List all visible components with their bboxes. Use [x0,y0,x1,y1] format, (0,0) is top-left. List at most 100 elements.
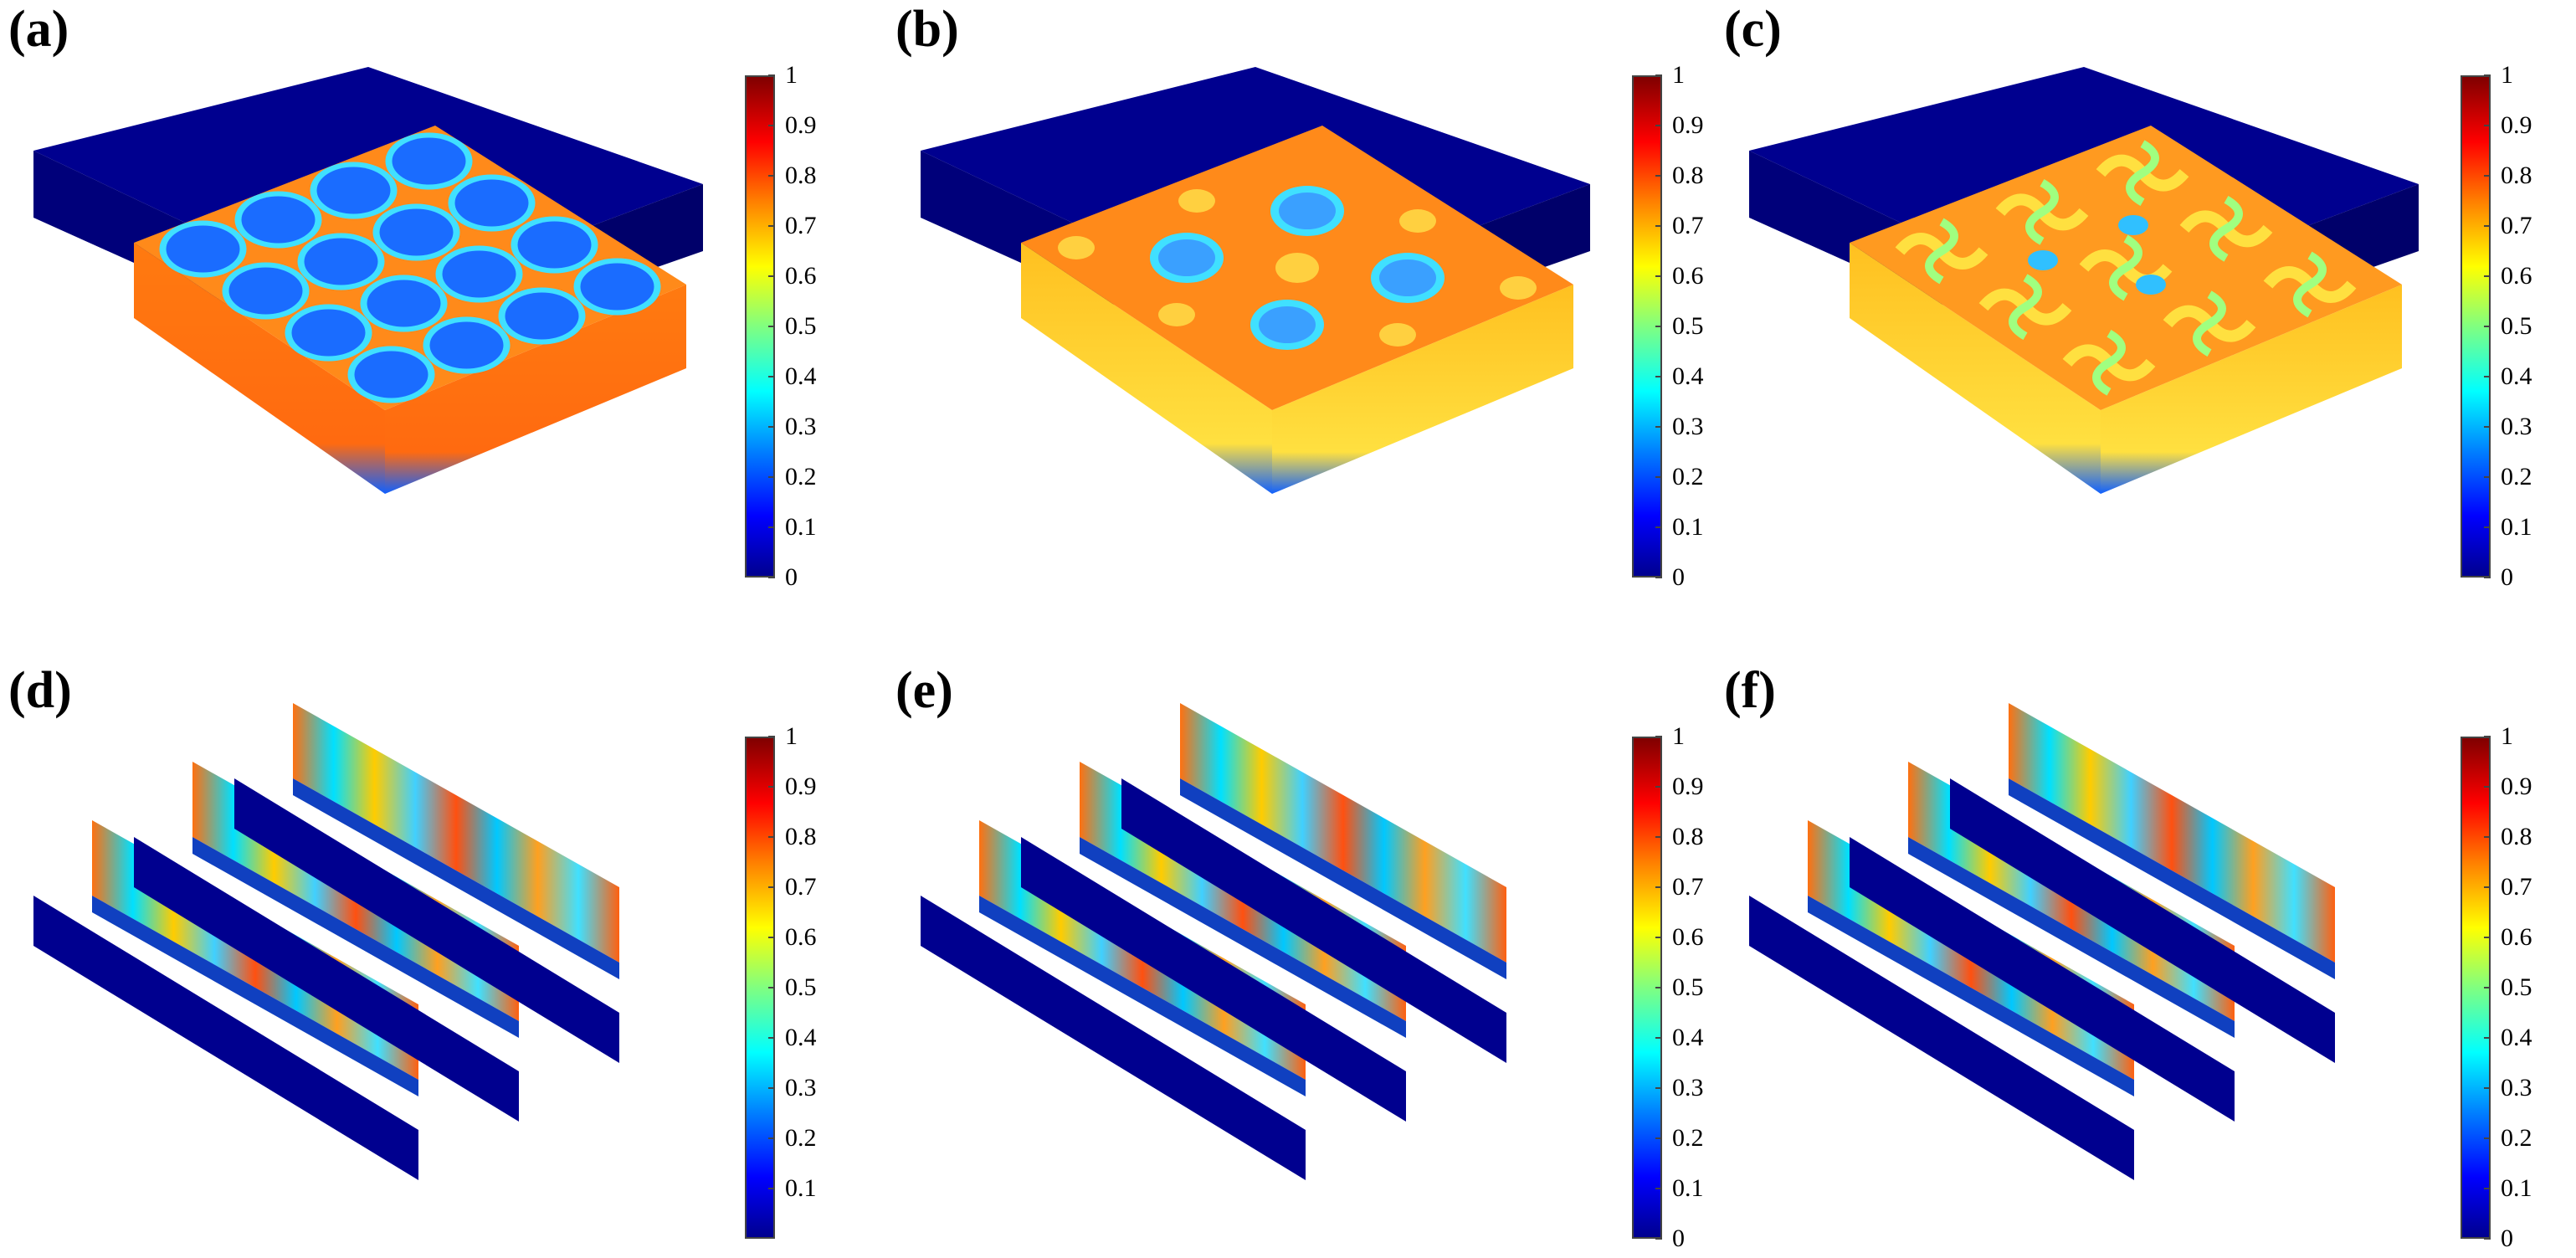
domain-spot [166,225,240,273]
colorbar-tick-label: 0.8 [1672,823,1704,850]
slice-substrate [234,778,619,1063]
colorbar-tick [1655,987,1662,988]
colorbar-tick [1655,74,1662,76]
colorbar-tick [1655,275,1662,277]
colorbar-tick [768,937,775,938]
film-front-left [1850,243,2101,494]
panel-label: (d) [8,662,72,719]
colorbar-tick-label: 0.8 [2501,162,2532,189]
colorbar-tick [1655,937,1662,938]
colorbar-tick [768,577,775,578]
colorbar-tick [1655,175,1662,177]
colorbar-tick-label: 0.8 [785,162,817,189]
colorbar-tick-label: 0.4 [1672,1024,1704,1051]
colorbar-tick-label: 0.3 [1672,413,1704,440]
colorbar-tick [1655,326,1662,327]
colorbar-tick-label: 0.3 [2501,1074,2532,1101]
panel-b: (b) 1 0.9 0.8 0.7 0.6 0.5 0.4 0.3 0.2 0.1 0 [887,0,1741,591]
slice-substrate [1850,837,2235,1122]
colorbar-tick [1655,1137,1662,1139]
slice-film [1180,703,1506,963]
slice-interface [2009,778,2335,979]
colorbar-tick [768,326,775,327]
domain-spot [517,221,592,269]
colorbar-tick-label: 0.4 [785,1024,817,1051]
colorbar-tick [2484,1087,2491,1089]
slice-interface [293,778,619,979]
colorbar-tick [768,376,775,377]
colorbar-tick-label: 0.8 [1672,162,1704,189]
domain-swirl [2209,195,2243,262]
colorbar-tick [2484,1137,2491,1139]
colorbar-tick-label: 0.1 [785,513,817,541]
panel-label: (a) [8,1,69,58]
colorbar-tick-label: 1 [2501,61,2513,89]
slice-substrate [33,896,418,1180]
domain-spot [2136,275,2166,295]
film-front-left [134,243,385,494]
domain-spot [379,208,454,256]
panel-label: (f) [1724,662,1776,719]
colorbar-tick [1655,836,1662,838]
domain-minor [1178,189,1215,213]
colorbar-tick [2484,786,2491,788]
colorbar-tick-label: 0.8 [785,823,817,850]
colorbar-tick [768,225,775,227]
colorbar-tick-label: 0.2 [1672,1124,1704,1152]
colorbar-tick [1655,1238,1662,1240]
colorbar-tick-label: 0.7 [1672,873,1704,901]
colorbar-tick [768,1188,775,1189]
colorbar-tick [768,526,775,528]
domain-spot [316,167,391,214]
slice-substrate [1749,896,2134,1180]
slice-substrate [921,896,1306,1180]
slice-interface [979,896,1306,1096]
panel-label: (e) [895,662,953,719]
colorbar-tick [768,426,775,428]
domain-minor [1500,276,1537,300]
colorbar: 1 0.9 0.8 0.7 0.6 0.5 0.4 0.3 0.2 0.1 0 [745,61,845,591]
block-plot [1749,67,2419,494]
colorbar-tick-label: 0 [1672,563,1685,591]
colorbar-tick-label: 0.7 [785,212,817,239]
domain-swirl [2025,178,2059,245]
colorbar-tick-label: 0.3 [785,1074,817,1101]
colorbar-tick [2484,987,2491,988]
domain-spot [580,263,654,311]
colorbar-tick [2484,1037,2491,1039]
colorbar-tick-label: 0.2 [2501,1124,2532,1152]
block-plot [921,67,1590,494]
colorbar-tick [2484,937,2491,938]
colorbar-tick [2484,275,2491,277]
colorbar-tick-label: 0 [2501,563,2513,591]
colorbar: 1 0.9 0.8 0.7 0.6 0.5 0.4 0.3 0.2 0.1 0 [2461,722,2561,1252]
colorbar-tick [768,476,775,478]
colorbar-tick-label: 0.4 [2501,362,2532,390]
panel-d: (d) 1 0.9 0.8 0.7 0.6 0.5 0.4 0.3 0.2 0.1 [0,661,854,1247]
colorbar: 1 0.9 0.8 0.7 0.6 0.5 0.4 0.3 0.2 0.1 [745,722,845,1239]
colorbar-tick [1655,1087,1662,1089]
colorbar-tick-label: 0.5 [785,973,817,1001]
colorbar-tick-label: 0.9 [2501,111,2532,139]
domain-spot [241,196,316,244]
domain-spot [291,309,366,357]
film-front-left [1021,243,1272,494]
slice-interface [1908,837,2235,1038]
colorbar-tick [768,886,775,888]
colorbar-tick [2484,175,2491,177]
colorbar-tick [768,1037,775,1039]
slice [1950,703,2335,1063]
colorbar-tick-label: 0.1 [785,1174,817,1202]
domain-spot [367,280,441,327]
domain-spot [228,267,303,315]
domain-spot [304,238,378,285]
panel-label: (b) [895,1,959,58]
colorbar-tick [2484,736,2491,737]
domain-swirl [2092,329,2126,396]
domain-spot [1279,193,1336,229]
colorbar-tick-label: 0.2 [2501,463,2532,490]
colorbar-tick-label: 0.2 [785,1124,817,1152]
colorbar-tick [1655,577,1662,578]
slice-substrate [134,837,519,1122]
domain-spot [1158,239,1215,276]
